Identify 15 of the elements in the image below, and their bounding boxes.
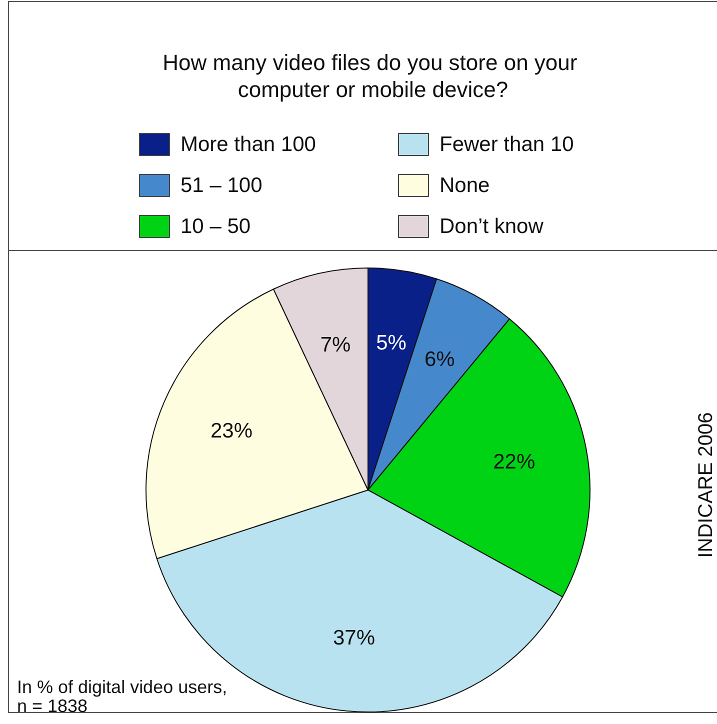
data-label: 37% bbox=[332, 626, 376, 650]
data-label: 6% bbox=[424, 348, 455, 372]
chart-title: How many video files do you store on your computer or mobile device? bbox=[162, 50, 584, 102]
legend-label: Fewer than 10 bbox=[440, 133, 574, 156]
text: In % of digital video users, n = 1838 bbox=[17, 677, 228, 716]
legend-label: 51 – 100 bbox=[180, 174, 262, 197]
text: INDICARE 2006 bbox=[695, 412, 717, 558]
data-label: 7% bbox=[320, 333, 351, 356]
data-label: 23% bbox=[210, 419, 253, 442]
legend-label: None bbox=[440, 174, 490, 197]
legend-label: More than 100 bbox=[180, 133, 316, 156]
data-label: 22% bbox=[493, 450, 536, 474]
legend-label: 10 – 50 bbox=[180, 215, 251, 238]
data-label: 5% bbox=[376, 332, 406, 355]
legend-label: Don’t know bbox=[440, 215, 544, 238]
